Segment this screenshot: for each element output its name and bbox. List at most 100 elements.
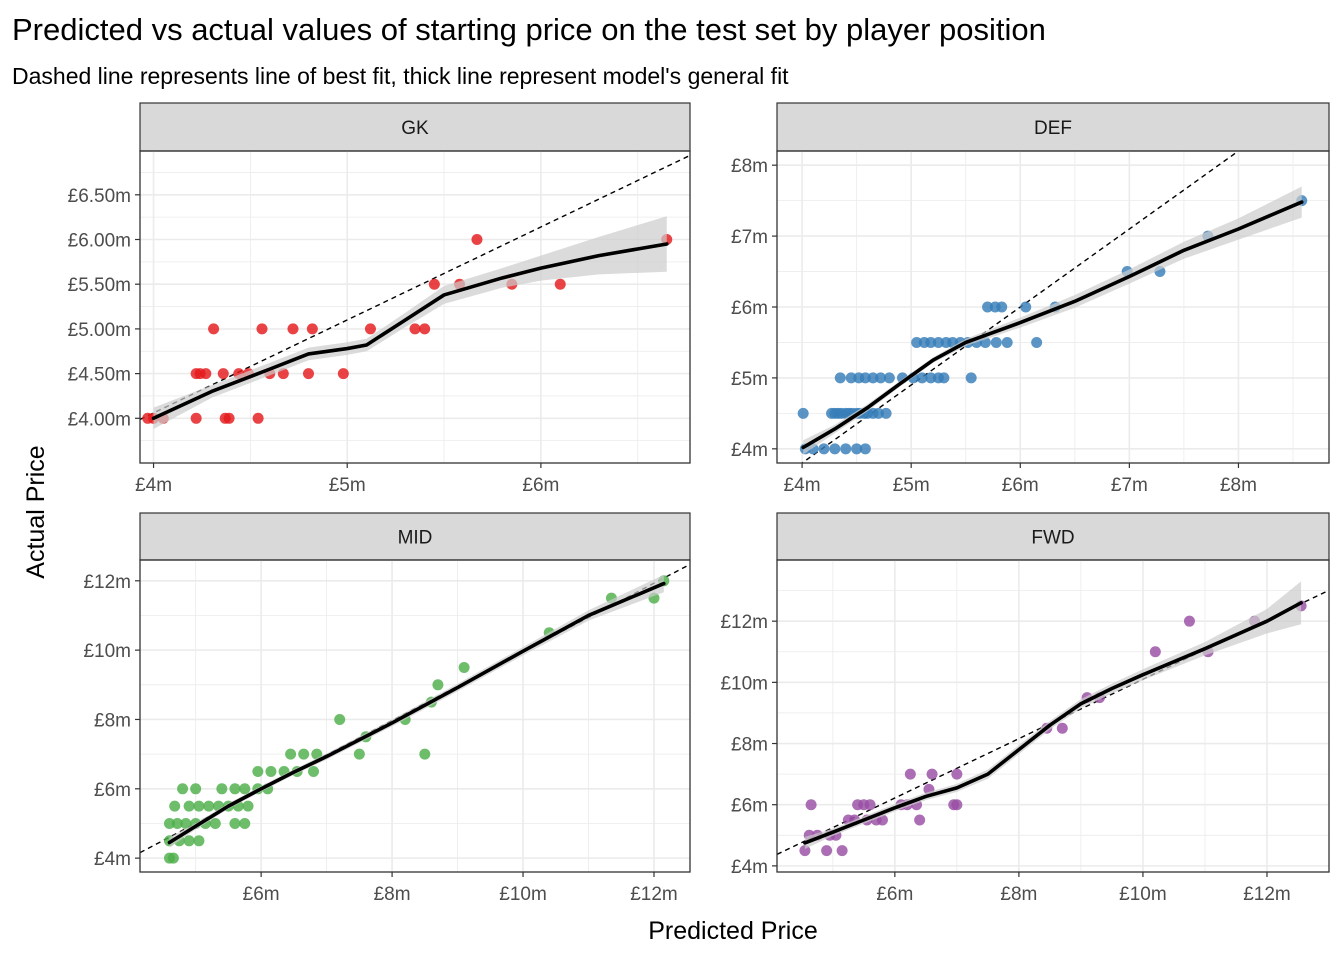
- x-axis-label: Predicted Price: [648, 917, 818, 945]
- data-point: [911, 336, 923, 348]
- y-tick-label: £4m: [731, 857, 768, 878]
- y-tick-label: £4.00m: [68, 409, 131, 430]
- data-point: [256, 323, 268, 335]
- y-tick-label: £5m: [731, 369, 768, 390]
- data-point: [229, 817, 241, 829]
- plot-area-fwd: [777, 581, 1329, 857]
- data-point: [836, 845, 848, 857]
- data-point: [163, 817, 175, 829]
- panel-def: DEF £4m £5m £6m £7m £8m £4m £5m £6m £7m £8m: [731, 102, 1330, 496]
- x-tick-label: £6m: [1002, 475, 1039, 496]
- data-point: [840, 443, 852, 455]
- data-point: [208, 323, 220, 335]
- x-tick-label: £4m: [135, 475, 172, 496]
- data-point: [265, 765, 277, 777]
- data-point: [872, 407, 884, 419]
- chart-title: Predicted vs actual values of starting p…: [12, 12, 1046, 47]
- facet-label-fwd: FWD: [1031, 528, 1074, 549]
- data-point: [216, 783, 228, 795]
- x-tick-label: £10m: [1119, 884, 1167, 905]
- data-point: [428, 278, 440, 290]
- data-point: [982, 301, 994, 313]
- data-point: [409, 323, 421, 335]
- data-point: [432, 679, 444, 691]
- data-point: [203, 800, 215, 812]
- y-tick-label: £7m: [731, 227, 768, 248]
- data-point: [996, 301, 1008, 313]
- gridlines-mid: [140, 560, 690, 872]
- data-point: [926, 768, 938, 780]
- data-point: [799, 845, 811, 857]
- plot-area-gk: [140, 154, 690, 430]
- data-point: [1031, 336, 1043, 348]
- data-point: [337, 368, 349, 380]
- data-point: [334, 713, 346, 725]
- x-tick-label: £5m: [893, 475, 930, 496]
- data-point: [223, 412, 235, 424]
- facet-strip-gk: [139, 102, 691, 152]
- panel-border-mid: [139, 559, 691, 873]
- x-tick-label: £8m: [374, 884, 411, 905]
- y-tick-label: £8m: [94, 710, 131, 731]
- data-point: [925, 372, 937, 384]
- data-point: [298, 748, 310, 760]
- y-tick-label: £4m: [731, 440, 768, 461]
- data-point: [883, 372, 895, 384]
- data-point: [285, 748, 297, 760]
- data-point: [242, 800, 254, 812]
- data-point: [311, 748, 323, 760]
- facet-label-def: DEF: [1034, 118, 1072, 139]
- chart-subtitle: Dashed line represents line of best fit,…: [12, 63, 789, 89]
- data-point: [845, 372, 857, 384]
- data-point: [859, 372, 871, 384]
- y-tick-label: £6m: [731, 298, 768, 319]
- data-point: [1020, 301, 1032, 313]
- data-point: [859, 443, 871, 455]
- data-point: [818, 443, 830, 455]
- y-tick-label: £6m: [94, 780, 131, 801]
- data-point: [217, 368, 229, 380]
- data-point: [829, 443, 841, 455]
- smooth-fit-line-def: [801, 200, 1304, 450]
- data-point: [875, 372, 887, 384]
- data-point: [239, 783, 251, 795]
- data-point: [180, 817, 192, 829]
- data-point: [965, 372, 977, 384]
- smooth-fit-line-gk: [151, 242, 669, 421]
- panel-border-gk: [139, 150, 691, 464]
- data-point: [851, 443, 863, 455]
- data-point: [821, 845, 833, 857]
- x-tick-label: £12m: [630, 884, 678, 905]
- data-point: [1056, 722, 1068, 734]
- data-point: [364, 323, 376, 335]
- best-fit-line-gk: [140, 154, 690, 421]
- data-point: [209, 817, 221, 829]
- data-point: [797, 407, 809, 419]
- y-tick-label: £8m: [731, 735, 768, 756]
- data-point: [938, 372, 950, 384]
- y-tick-label: £6m: [731, 796, 768, 817]
- y-tick-label: £10m: [83, 641, 131, 662]
- plot-area-def: [797, 151, 1308, 463]
- data-point: [171, 817, 183, 829]
- x-tick-label: £10m: [499, 884, 547, 905]
- smooth-fit-line-fwd: [803, 601, 1303, 845]
- data-point: [419, 323, 431, 335]
- panel-border-fwd: [776, 559, 1330, 873]
- data-point: [458, 661, 470, 673]
- data-point: [925, 336, 937, 348]
- x-tick-label: £8m: [1000, 884, 1037, 905]
- data-point: [914, 814, 926, 826]
- y-tick-label: £12m: [720, 612, 768, 633]
- x-tick-label: £6m: [876, 884, 913, 905]
- facet-label-gk: GK: [401, 118, 429, 139]
- data-point: [834, 372, 846, 384]
- data-point: [287, 323, 299, 335]
- panel-mid: MID £6m £8m £10m £12m £4m £6m £8m £10m £12m: [83, 512, 691, 905]
- data-point: [177, 783, 189, 795]
- data-point: [229, 783, 241, 795]
- x-tick-label: £4m: [784, 475, 821, 496]
- data-point: [183, 800, 195, 812]
- data-point: [805, 799, 817, 811]
